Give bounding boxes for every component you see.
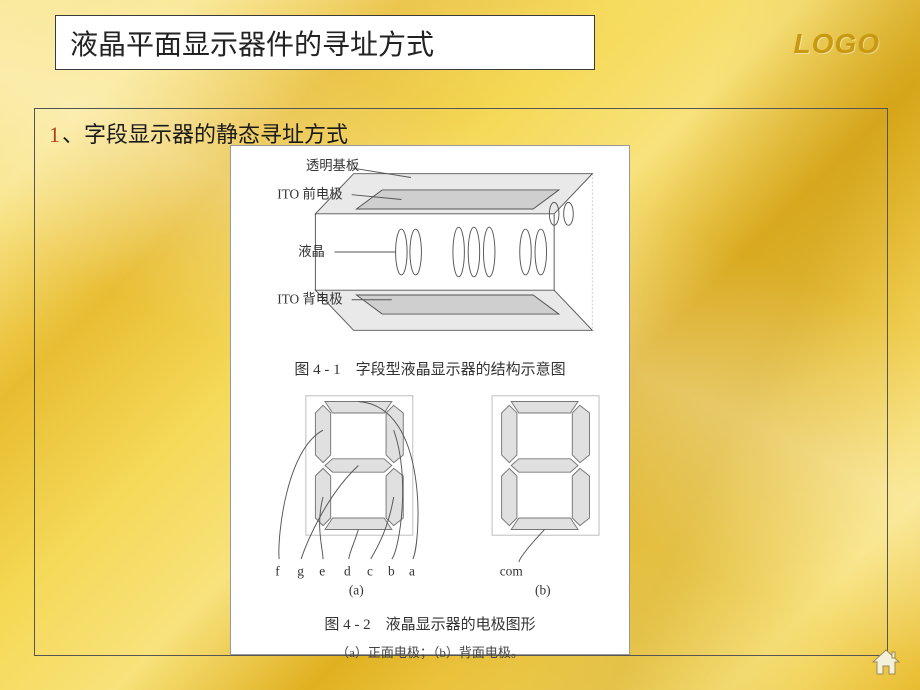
logo-text: LOGO bbox=[794, 28, 880, 60]
section-text: 字段显示器的静态寻址方式 bbox=[84, 122, 348, 147]
fig42-a-panel-label: (a) bbox=[349, 582, 364, 597]
fig41-label-ito-front: ITO 前电极 bbox=[277, 186, 342, 202]
fig42-b-panel-label: (b) bbox=[535, 582, 551, 597]
fig42-b-label-com: com bbox=[500, 563, 524, 578]
fig42-a-label-c: c bbox=[367, 563, 373, 578]
fig42-a-label-f: f bbox=[275, 563, 280, 578]
figure-4-1: 透明基板 ITO 前电极 液晶 ITO 背电极 bbox=[239, 152, 621, 352]
content-frame: 1、字段显示器的静态寻址方式 bbox=[34, 108, 888, 656]
fig41-label-lc: 液晶 bbox=[298, 244, 325, 259]
fig42-a-label-a: a bbox=[409, 563, 415, 578]
figure-4-1-caption: 图 4 - 1 字段型液晶显示器的结构示意图 bbox=[239, 358, 621, 379]
fig42-a-label-b: b bbox=[388, 563, 395, 578]
figure-4-2-subcaption: （a）正面电极；（b）背面电极。 bbox=[239, 642, 621, 661]
figure-4-2-caption: 图 4 - 2 液晶显示器的电极图形 bbox=[239, 613, 621, 634]
figures-panel: 透明基板 ITO 前电极 液晶 ITO 背电极 图 4 - 1 字段型液晶显示器… bbox=[230, 145, 630, 655]
section-punct: 、 bbox=[62, 122, 84, 147]
fig41-label-substrate: 透明基板 bbox=[306, 157, 359, 173]
figure-4-2: f g e d c b a (a) bbox=[239, 387, 621, 607]
title-box: 液晶平面显示器件的寻址方式 bbox=[55, 15, 595, 70]
fig42-a-label-d: d bbox=[344, 563, 351, 578]
fig41-label-ito-back: ITO 背电极 bbox=[277, 292, 342, 307]
fig42-a-label-g: g bbox=[297, 563, 304, 578]
fig42-a-label-e: e bbox=[319, 563, 325, 578]
page-title: 液晶平面显示器件的寻址方式 bbox=[70, 23, 434, 63]
section-number: 1 bbox=[49, 122, 60, 147]
home-icon[interactable] bbox=[870, 646, 902, 678]
